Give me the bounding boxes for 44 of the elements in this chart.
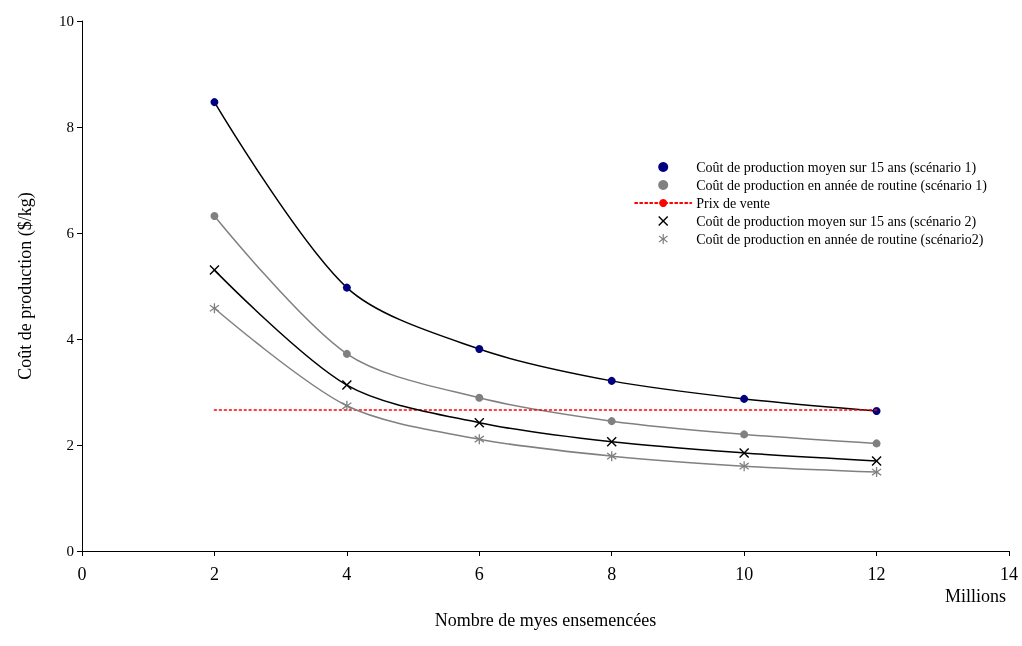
point (871, 455, 882, 466)
x-tick-label: 10 (735, 564, 754, 584)
x-tick-label: 8 (607, 564, 617, 584)
y-tick-label: 8 (66, 119, 74, 135)
point (342, 349, 351, 358)
point (474, 434, 485, 445)
point (210, 98, 219, 107)
point (607, 417, 616, 426)
x-tick-label: 4 (342, 564, 352, 584)
legend-label: Coût de production moyen sur 15 ans (scénario 2) (696, 213, 977, 230)
point (475, 393, 484, 402)
point (606, 451, 617, 462)
point (342, 283, 351, 292)
y-tick-label: 2 (66, 437, 74, 453)
point (210, 212, 219, 221)
point (871, 467, 882, 478)
point (474, 417, 485, 428)
x-tick-label: 2 (209, 564, 219, 584)
point (739, 461, 750, 472)
point (739, 447, 750, 458)
point (341, 400, 352, 411)
y-tick-label: 10 (59, 13, 74, 29)
legend-label: Coût de production moyen sur 15 ans (scénario 1) (696, 159, 977, 176)
point (740, 430, 749, 439)
text: Millions (944, 586, 1006, 606)
y-tick-label: 4 (66, 331, 75, 347)
y-axis-title: Coût de production ($/kg) (15, 192, 36, 380)
point (740, 394, 749, 403)
y-tick-label: 6 (66, 225, 75, 241)
point (209, 303, 220, 314)
point (606, 436, 617, 447)
point (607, 376, 616, 385)
x-axis-title: Nombre de myes ensemencées (434, 610, 657, 630)
legend-label: Prix de vente (696, 195, 771, 211)
point (341, 380, 352, 391)
x-tick-label: 14 (1000, 564, 1018, 584)
x-tick-label: 6 (474, 564, 484, 584)
point (475, 345, 484, 354)
legend-label: Coût de production en année de routine (scénario2) (696, 231, 984, 248)
point (872, 439, 881, 448)
point (209, 265, 220, 276)
x-tick-label: 12 (867, 564, 886, 584)
legend-label: Coût de production en année de routine (scénario 1) (696, 177, 988, 194)
y-tick-label: 0 (66, 543, 74, 559)
